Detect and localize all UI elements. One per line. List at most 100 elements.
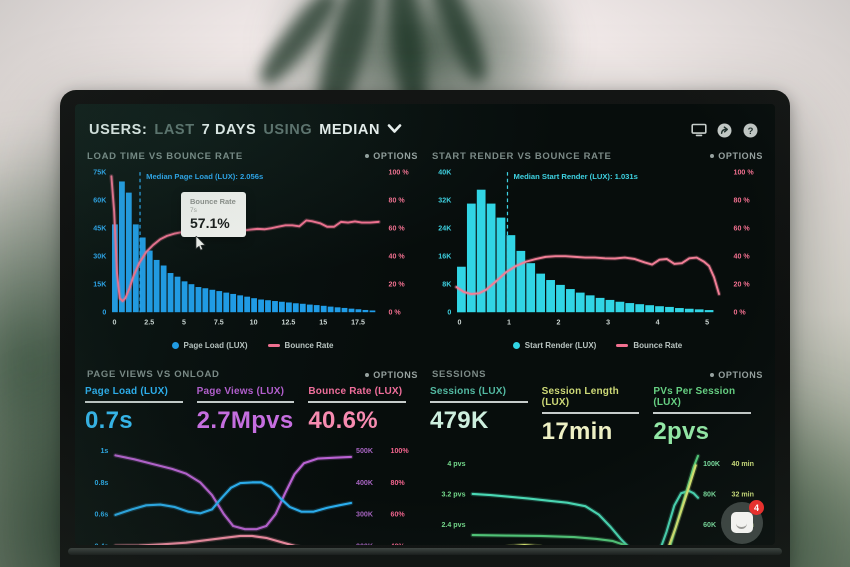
svg-text:0: 0 bbox=[102, 309, 106, 317]
share-icon[interactable] bbox=[716, 122, 733, 139]
dashboard-screen: USERS: LAST 7 DAYS USING MEDIAN ? bbox=[75, 104, 775, 545]
svg-text:60K: 60K bbox=[703, 521, 717, 529]
metric-value: 2.7Mpvs bbox=[196, 406, 294, 434]
series-dot-icon bbox=[171, 342, 179, 350]
svg-text:15K: 15K bbox=[93, 281, 107, 289]
metrics-row: Page Load (LUX) 0.7s Page Views (LUX) 2.… bbox=[85, 386, 420, 435]
metric-label: Page Views (LUX) bbox=[196, 386, 295, 403]
notification-badge: 4 bbox=[749, 500, 764, 515]
panel-title: START RENDER VS BOUNCE RATE bbox=[432, 150, 612, 162]
chart-legend: Start Render (LUX) Bounce Rate bbox=[430, 337, 765, 355]
options-button[interactable]: OPTIONS bbox=[365, 370, 418, 380]
svg-text:40 min: 40 min bbox=[732, 460, 754, 468]
svg-text:60%: 60% bbox=[391, 510, 406, 518]
options-button[interactable]: OPTIONS bbox=[710, 151, 763, 161]
header-segment: 7 DAYS bbox=[201, 122, 257, 138]
svg-text:1: 1 bbox=[507, 318, 511, 326]
svg-text:300K: 300K bbox=[356, 510, 374, 518]
svg-text:32K: 32K bbox=[438, 197, 452, 205]
header-segment: USING bbox=[263, 122, 313, 138]
metric-session-length: Session Length (LUX) 17min bbox=[541, 386, 654, 446]
legend-item[interactable]: Bounce Rate bbox=[616, 341, 682, 350]
metric-pvs-per-session: PVs Per Session (LUX) 2pvs bbox=[653, 386, 765, 446]
metric-label: Page Load (LUX) bbox=[85, 386, 183, 403]
svg-text:5: 5 bbox=[182, 318, 186, 326]
users-range-dropdown[interactable]: USERS: LAST 7 DAYS USING MEDIAN bbox=[89, 121, 402, 139]
panel-sessions: SESSIONS OPTIONS Sessions (LUX) 479K Ses… bbox=[430, 367, 765, 545]
options-button[interactable]: OPTIONS bbox=[365, 151, 418, 161]
svg-text:3.2 pvs: 3.2 pvs bbox=[441, 490, 465, 498]
svg-text:Median Page Load (LUX): 2.056s: Median Page Load (LUX): 2.056s bbox=[146, 172, 263, 181]
mouse-cursor bbox=[195, 235, 207, 256]
svg-text:16K: 16K bbox=[438, 253, 452, 261]
metric-label: Bounce Rate (LUX) bbox=[308, 386, 407, 403]
svg-text:75K: 75K bbox=[93, 169, 107, 177]
options-button[interactable]: OPTIONS bbox=[710, 370, 763, 380]
svg-text:500K: 500K bbox=[356, 447, 374, 455]
load-time-histogram-chart[interactable]: Median Page Load (LUX): 2.056s 75K 60K 45K 3… bbox=[85, 164, 420, 337]
svg-text:40 %: 40 % bbox=[389, 253, 406, 261]
series-dot-icon bbox=[512, 342, 520, 350]
metric-value: 17min bbox=[541, 417, 613, 445]
header-toolbar: ? bbox=[690, 122, 759, 139]
svg-text:40K: 40K bbox=[438, 169, 452, 177]
metrics-row: Sessions (LUX) 479K Session Length (LUX)… bbox=[430, 386, 765, 446]
legend-item[interactable]: Start Render (LUX) bbox=[512, 341, 596, 350]
svg-text:0: 0 bbox=[112, 318, 116, 326]
svg-text:2.4 pvs: 2.4 pvs bbox=[441, 521, 465, 529]
page-views-line-chart[interactable]: 1s 0.8s 0.6s 0.4s 500K 400K 300K 200K 100% 80% 60%… bbox=[85, 437, 420, 545]
svg-text:80 %: 80 % bbox=[734, 197, 751, 205]
svg-text:60 %: 60 % bbox=[734, 225, 751, 233]
gear-icon bbox=[365, 154, 370, 158]
help-icon[interactable]: ? bbox=[742, 122, 759, 139]
metric-sessions: Sessions (LUX) 479K bbox=[430, 386, 542, 446]
metric-label: Sessions (LUX) bbox=[430, 386, 528, 403]
svg-text:40%: 40% bbox=[391, 542, 406, 545]
metric-bounce-rate: Bounce Rate (LUX) 40.6% bbox=[308, 386, 420, 435]
header-segment: LAST bbox=[154, 122, 195, 138]
svg-text:0 %: 0 % bbox=[734, 309, 747, 317]
app-header: USERS: LAST 7 DAYS USING MEDIAN ? bbox=[75, 104, 775, 148]
dashboard-grid: LOAD TIME VS BOUNCE RATE OPTIONS Median … bbox=[75, 148, 775, 545]
series-line-icon bbox=[616, 344, 629, 348]
chat-widget[interactable]: 4 bbox=[721, 500, 764, 544]
svg-text:32 min: 32 min bbox=[732, 490, 754, 498]
svg-text:15: 15 bbox=[319, 318, 327, 326]
start-render-histogram-chart[interactable]: Median Start Render (LUX): 1.031s 40K 32K 2… bbox=[430, 164, 765, 337]
laptop: USERS: LAST 7 DAYS USING MEDIAN ? bbox=[60, 90, 790, 567]
svg-text:200K: 200K bbox=[356, 542, 374, 545]
svg-text:60K: 60K bbox=[93, 197, 107, 205]
svg-text:100 %: 100 % bbox=[734, 169, 755, 177]
chart-tooltip: Bounce Rate 7s 57.1% bbox=[181, 192, 246, 237]
svg-text:8K: 8K bbox=[442, 281, 452, 289]
display-icon[interactable] bbox=[690, 122, 707, 139]
legend-item[interactable]: Bounce Rate bbox=[267, 341, 333, 350]
svg-text:40 %: 40 % bbox=[734, 253, 751, 261]
svg-text:3: 3 bbox=[606, 318, 610, 326]
chart-legend: Page Load (LUX) Bounce Rate bbox=[85, 337, 420, 355]
svg-text:30K: 30K bbox=[93, 253, 107, 261]
metric-page-views: Page Views (LUX) 2.7Mpvs bbox=[196, 386, 309, 435]
metric-value: 40.6% bbox=[308, 406, 378, 434]
svg-text:5: 5 bbox=[705, 318, 709, 326]
svg-text:4: 4 bbox=[656, 318, 660, 326]
svg-text:24K: 24K bbox=[438, 225, 452, 233]
svg-text:100%: 100% bbox=[391, 447, 410, 455]
svg-text:2: 2 bbox=[557, 318, 561, 326]
svg-text:80K: 80K bbox=[703, 490, 717, 498]
svg-text:Median Start Render (LUX): 1.0: Median Start Render (LUX): 1.031s bbox=[514, 172, 638, 181]
svg-text:7.5: 7.5 bbox=[214, 318, 224, 326]
svg-text:0.8s: 0.8s bbox=[95, 478, 109, 486]
svg-text:45K: 45K bbox=[93, 225, 107, 233]
svg-text:20 %: 20 % bbox=[734, 281, 751, 289]
header-segment: MEDIAN bbox=[319, 122, 381, 138]
metric-value: 2pvs bbox=[653, 417, 710, 445]
legend-item[interactable]: Page Load (LUX) bbox=[171, 341, 248, 350]
panel-load-time-vs-bounce: LOAD TIME VS BOUNCE RATE OPTIONS Median … bbox=[85, 148, 420, 355]
svg-text:0.4s: 0.4s bbox=[95, 542, 109, 545]
panel-start-render-vs-bounce: START RENDER VS BOUNCE RATE OPTIONS Medi… bbox=[430, 148, 765, 355]
metric-label: Session Length (LUX) bbox=[541, 386, 640, 414]
laptop-edge bbox=[68, 548, 782, 555]
header-segment: USERS: bbox=[89, 122, 148, 138]
